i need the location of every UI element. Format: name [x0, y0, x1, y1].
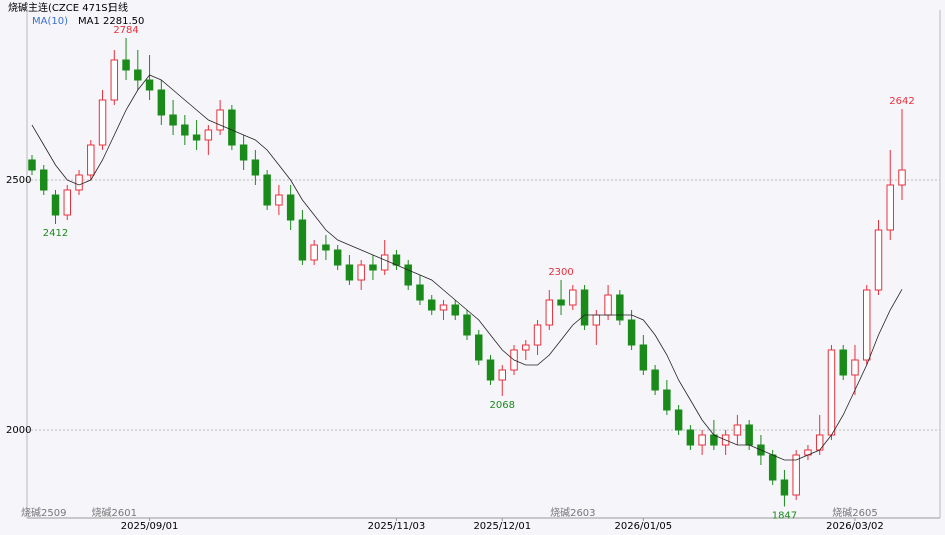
candle-body [733, 424, 742, 436]
candle-body [63, 189, 72, 216]
low-label: 2412 [43, 228, 68, 239]
candle-body [639, 344, 648, 371]
high-label: 2784 [113, 25, 138, 36]
candle-body [204, 129, 213, 141]
candle-body [475, 334, 483, 361]
candle-body [51, 194, 60, 216]
candle-body [627, 319, 636, 346]
candle-body [404, 264, 412, 286]
candle-body [145, 79, 154, 91]
contract-label: 烧碱2509 [21, 506, 66, 519]
candle-body [416, 284, 424, 301]
candle-body [369, 264, 377, 271]
ma-readout: MA1 2281.50 [78, 16, 144, 27]
candle-body [851, 359, 859, 376]
candle-body [616, 294, 624, 321]
candle-body [181, 124, 189, 136]
candle-body [792, 454, 800, 496]
candle-body [228, 109, 236, 146]
candle-body [169, 114, 177, 126]
candle-body [498, 369, 507, 381]
candle-body [827, 349, 836, 436]
contract-label: 烧碱2601 [92, 506, 137, 519]
candle-body [886, 184, 894, 231]
candle-body [192, 134, 201, 141]
candle-body [216, 109, 224, 131]
candle-body [522, 344, 530, 351]
candle-body [251, 159, 260, 176]
candle-body [75, 174, 83, 191]
candle-body [298, 219, 307, 261]
candle-body [286, 194, 295, 221]
candle-body [592, 314, 601, 326]
x-tick-label: 2025/12/01 [473, 521, 531, 532]
candle-body [686, 429, 695, 446]
low-label: 2068 [490, 400, 515, 411]
candle-body [310, 244, 318, 261]
candle-body [780, 479, 789, 496]
candle-body [87, 144, 95, 176]
contract-label: 烧碱2603 [550, 506, 595, 519]
candle-body [110, 59, 119, 101]
candle-body [710, 434, 718, 446]
candle-body [28, 159, 36, 171]
candle-body [874, 229, 883, 291]
contract-label: 烧碱2605 [832, 506, 877, 519]
candle-body [439, 304, 448, 311]
x-tick-label: 2025/11/03 [368, 521, 426, 532]
candle-body [604, 294, 612, 316]
candle-body [898, 169, 906, 186]
x-tick-label: 2026/01/05 [615, 521, 673, 532]
candle-body [427, 299, 436, 311]
candle-body [357, 264, 365, 281]
candle-body [545, 299, 554, 326]
candle-body [157, 89, 166, 116]
candle-body [651, 369, 659, 391]
candle-body [263, 174, 271, 206]
candle-body [333, 249, 342, 266]
period[interactable]: 日线 [108, 1, 128, 14]
y-tick-label: 2000 [6, 425, 31, 436]
y-tick-label: 2500 [6, 175, 31, 186]
candle-body [569, 289, 577, 306]
ma-selector[interactable]: MA(10) [32, 16, 68, 27]
candle-body [745, 424, 753, 446]
candle-body [134, 69, 142, 81]
candle-body [463, 314, 471, 336]
low-label: 1847 [772, 511, 797, 522]
candle-body [322, 244, 330, 251]
candle-body [345, 264, 354, 281]
ma-line [31, 74, 903, 461]
high-label: 2642 [889, 96, 914, 107]
candle-body [122, 59, 130, 71]
candle-body [98, 99, 107, 146]
candle-body [451, 304, 459, 316]
x-tick-label: 2026/03/02 [826, 521, 884, 532]
candle-body [862, 289, 871, 361]
candle-body [392, 254, 401, 266]
candle-body [698, 434, 706, 446]
candle-body [275, 194, 283, 206]
candle-body [674, 409, 683, 431]
candle-body [557, 299, 565, 306]
candle-body [533, 324, 542, 346]
candle-body [768, 454, 777, 481]
candle-body [839, 349, 847, 376]
candle-body [239, 144, 248, 161]
chart-title: 烧碱主连(CZCE 471S) [8, 1, 112, 14]
candle-body [663, 389, 671, 411]
candle-body [486, 359, 495, 381]
candle-body [580, 289, 589, 326]
x-tick-label: 2025/09/01 [121, 521, 179, 532]
candle-body [380, 254, 389, 271]
high-label: 2300 [548, 267, 573, 278]
candle-body [40, 169, 48, 191]
